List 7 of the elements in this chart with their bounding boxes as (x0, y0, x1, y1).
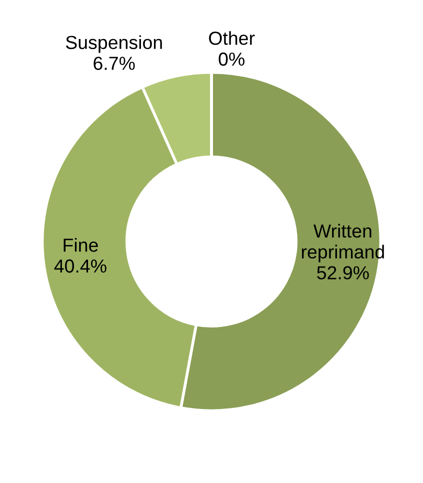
slice-label: Fine (64, 238, 98, 252)
slice-label: Suspension (66, 35, 162, 53)
data-label: 40.4% (54, 259, 106, 273)
data-label: 6.7% (94, 56, 135, 70)
category-label: Other (209, 31, 255, 45)
data-label: 52.9% (317, 266, 369, 280)
text: 0% (218, 52, 244, 66)
